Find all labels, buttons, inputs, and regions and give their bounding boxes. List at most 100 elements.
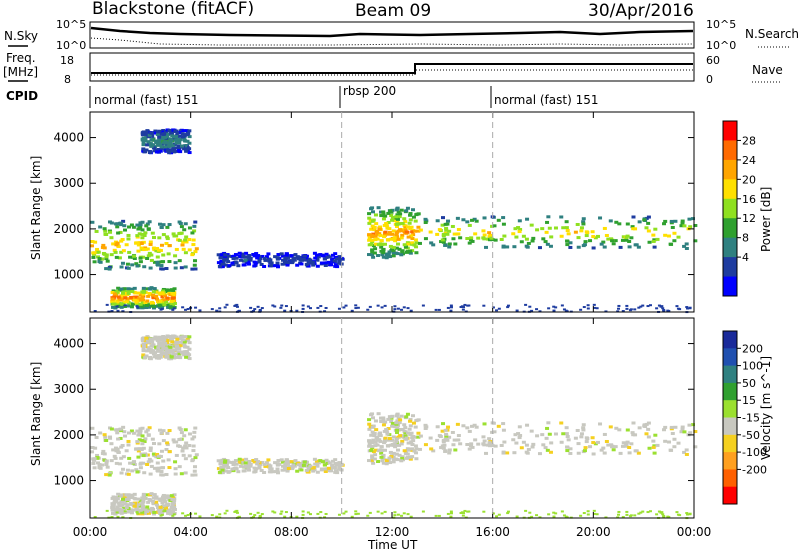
power-cell [413, 238, 418, 242]
power-cell [470, 239, 475, 243]
power-cell [591, 235, 596, 239]
power-cell [655, 307, 659, 310]
power-cell [561, 226, 566, 230]
power-cell [124, 290, 129, 294]
power-cell [499, 237, 504, 241]
power-cell [182, 228, 187, 232]
velocity-cell [669, 448, 674, 452]
velocity-cell [279, 458, 284, 462]
power-cell [458, 236, 463, 240]
velocity-cell [253, 468, 258, 472]
power-cell [263, 258, 268, 262]
power-cell [604, 233, 609, 237]
velocity-cell [299, 468, 304, 472]
power-cell [141, 292, 146, 296]
power-cell [624, 235, 629, 239]
power-cell [380, 306, 384, 309]
velocity-cell [394, 440, 399, 444]
velocity-cell [136, 503, 141, 507]
velocity-cell [616, 516, 620, 519]
power-cell [233, 253, 238, 257]
power-cell [223, 263, 228, 267]
power-cell [396, 210, 401, 214]
power-heatmap [90, 128, 698, 314]
power-cell [373, 238, 378, 242]
nsky-left-tick-top: 10^5 [56, 18, 86, 31]
colorbar-swatch [723, 452, 737, 470]
velocity-cell [687, 423, 692, 427]
velocity-cell [519, 446, 524, 450]
velocity-cell [444, 434, 449, 438]
velocity-cell [160, 501, 165, 505]
power-cell [687, 217, 692, 221]
velocity-cell [338, 463, 343, 467]
velocity-cell [141, 498, 146, 502]
power-cell [402, 306, 406, 309]
power-cell [104, 255, 109, 259]
velocity-cell [435, 438, 440, 442]
power-cell [174, 247, 179, 251]
velocity-cell [184, 446, 189, 450]
power-cell [138, 221, 143, 225]
power-cell [690, 217, 695, 221]
velocity-cell [139, 448, 144, 452]
velocity-cell [298, 464, 303, 468]
colorbar-frame [722, 120, 738, 297]
nsky-right-tick-bottom: 10^0 [706, 39, 736, 52]
power-cell [370, 240, 375, 244]
power-cell [115, 305, 119, 308]
velocity-cell [595, 513, 599, 516]
velocity-cell [166, 343, 171, 347]
velocity-cell [584, 440, 589, 444]
velocity-cell [149, 337, 154, 341]
power-cell [286, 255, 291, 259]
velocity-cell [168, 499, 173, 503]
power-cell [379, 239, 384, 243]
power-cell [102, 252, 107, 256]
velocity-cell [611, 448, 616, 452]
power-cell [150, 293, 155, 297]
power-cell [291, 257, 296, 261]
velocity-cell [161, 507, 166, 511]
power-cell [386, 232, 391, 236]
power-cell [390, 218, 395, 222]
velocity-cell [308, 513, 312, 516]
velocity-cell [184, 355, 189, 359]
velocity-cell [269, 470, 274, 474]
velocity-cell [655, 513, 659, 516]
velocity-cell [376, 460, 381, 464]
velocity-cell [279, 512, 283, 515]
velocity-cell [232, 466, 237, 470]
power-cell [636, 245, 641, 249]
power-cell [543, 240, 548, 244]
velocity-cell [530, 445, 535, 449]
power-cell [476, 236, 481, 240]
velocity-cell [492, 430, 497, 434]
power-cell [191, 243, 196, 247]
velocity-cell [554, 512, 558, 515]
power-cell [168, 305, 173, 309]
power-cell [447, 229, 452, 233]
velocity-cell [171, 352, 176, 356]
velocity-cell [581, 426, 586, 430]
velocity-cell [148, 446, 153, 450]
power-cell [367, 221, 372, 225]
velocity-cell [152, 493, 157, 497]
y-tick-label: 3000 [53, 382, 84, 396]
velocity-cell [170, 498, 175, 502]
power-cell [115, 225, 120, 229]
velocity-cell [350, 515, 354, 518]
y-tick-label: 4000 [53, 337, 84, 351]
velocity-cell [303, 462, 308, 466]
velocity-cell [417, 447, 422, 451]
velocity-cell [289, 460, 294, 464]
power-cell [465, 237, 470, 241]
power-cell [223, 306, 227, 309]
power-cell [679, 224, 684, 228]
power-cell [530, 239, 535, 243]
power-cell [547, 307, 551, 310]
power-cell [394, 234, 399, 238]
velocity-cell [190, 437, 195, 441]
velocity-cell [517, 436, 522, 440]
velocity-cell [601, 446, 606, 450]
